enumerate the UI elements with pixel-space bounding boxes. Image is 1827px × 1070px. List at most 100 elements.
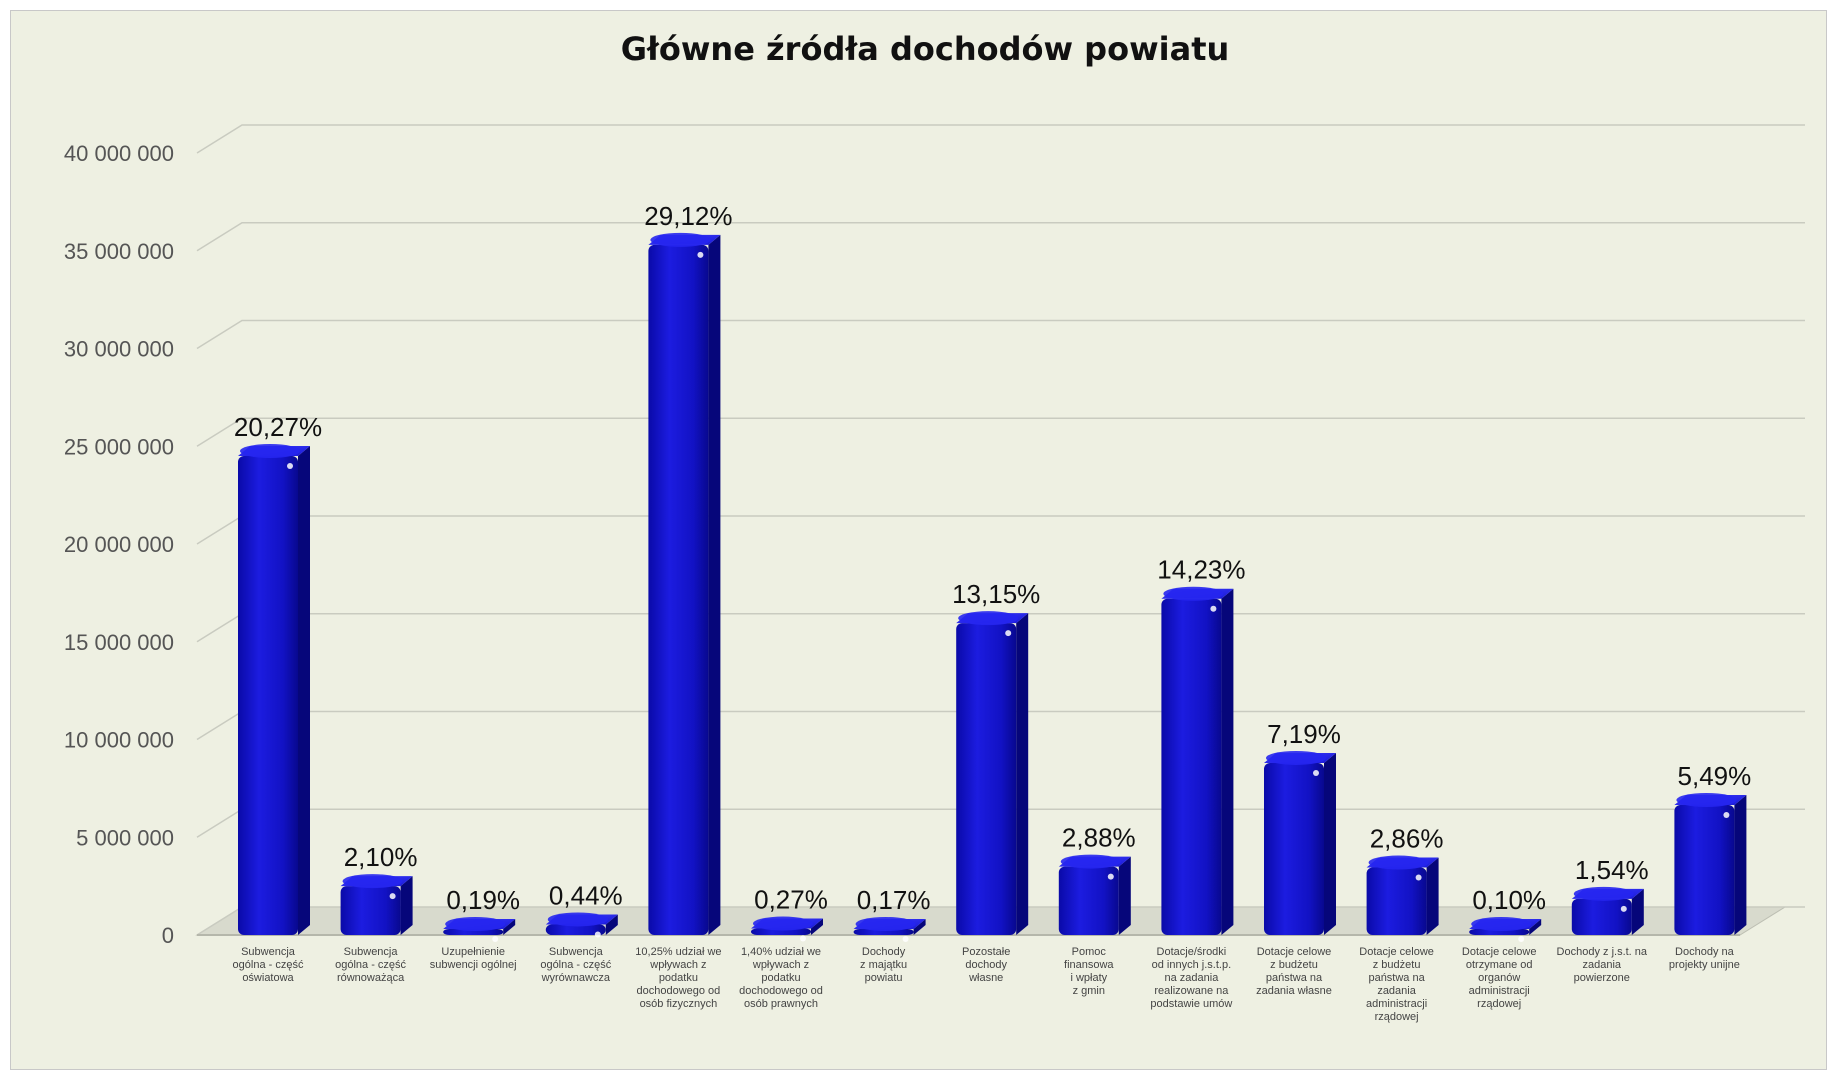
bar — [238, 444, 310, 935]
bar-front — [853, 929, 914, 935]
data-label: 0,10% — [1472, 885, 1546, 915]
data-label: 0,19% — [446, 885, 520, 915]
data-label: 7,19% — [1267, 719, 1341, 749]
bar — [1264, 750, 1336, 935]
bar-highlight — [389, 893, 396, 900]
category-label: Dotacje/środki od innych j.s.t.p. na zadan… — [1150, 946, 1232, 1010]
bar-cap — [342, 874, 403, 889]
bar — [1571, 886, 1644, 935]
data-label: 0,44% — [549, 880, 623, 910]
y-tick-label: 30 000 000 — [64, 337, 174, 362]
data-label: 13,15% — [952, 579, 1040, 609]
y-tick-label: 25 000 000 — [64, 434, 174, 459]
bar-front — [1571, 898, 1632, 935]
bar-side — [1221, 588, 1234, 935]
bar — [340, 874, 413, 935]
bar-side — [400, 876, 413, 935]
data-label: 0,17% — [857, 885, 931, 915]
bar — [648, 232, 721, 935]
bar-cap — [650, 232, 711, 247]
bar-side — [1016, 613, 1029, 935]
bar-cap — [753, 916, 813, 931]
bar-highlight — [800, 935, 806, 942]
bar-front — [1674, 804, 1735, 935]
bar-front — [956, 623, 1017, 935]
bar-highlight — [902, 936, 909, 942]
y-tick-label: 10 000 000 — [64, 728, 174, 753]
bar-cap — [1060, 854, 1121, 869]
data-label: 2,88% — [1062, 823, 1136, 853]
bar-cap — [1368, 855, 1429, 870]
bar — [1469, 917, 1542, 942]
bar-highlight — [1723, 811, 1730, 818]
category-label: Dochody z majątku powiatu — [860, 946, 907, 984]
bar-cap — [1266, 750, 1326, 765]
bar — [956, 611, 1029, 935]
bar-front — [1366, 867, 1427, 935]
bar-side — [1529, 919, 1542, 935]
category-label: Subwencja ogólna - część wyrównawcza — [540, 946, 611, 984]
bar-highlight — [1620, 905, 1627, 912]
gridline — [196, 319, 1805, 350]
bar — [853, 917, 926, 942]
bar-side — [1734, 794, 1747, 935]
y-tick-label: 15 000 000 — [64, 630, 174, 655]
bar-highlight — [1313, 769, 1319, 776]
bar-front — [1058, 866, 1119, 935]
y-tick-label: 20 000 000 — [64, 532, 174, 557]
category-label: Pozostałe dochody własne — [962, 946, 1010, 984]
category-label: Uzupełnienie subwencji ogólnej — [430, 946, 517, 971]
bar-cap — [1163, 586, 1224, 601]
bar-side — [708, 234, 721, 935]
gridline — [196, 515, 1805, 545]
bar-front — [1264, 762, 1324, 935]
gridline — [196, 222, 1805, 252]
bar-cap — [1676, 792, 1737, 807]
bar-front — [545, 924, 606, 935]
y-tick-label: 40 000 000 — [64, 141, 174, 166]
bar-cap — [445, 917, 506, 931]
category-label: Dotacje celowe z budżetu państwa na zadania… — [1256, 946, 1332, 997]
bar-cap — [958, 611, 1019, 626]
bar — [443, 917, 516, 942]
bar-front — [648, 244, 709, 935]
chart-title: Główne źródła dochodów powiatu — [620, 30, 1230, 68]
bar-front — [1469, 929, 1530, 935]
y-tick-label: 35 000 000 — [64, 239, 174, 264]
data-label: 0,27% — [754, 885, 828, 915]
bar-front — [751, 928, 811, 935]
bar-front — [443, 929, 504, 935]
bar-front — [238, 456, 298, 935]
data-label: 20,27% — [234, 412, 322, 442]
category-label: Dochody z j.s.t. na zadania powierzone — [1557, 946, 1648, 984]
category-label: Dochody na projekty unijne — [1669, 946, 1740, 971]
bar-cap — [547, 912, 608, 927]
data-label: 29,12% — [644, 201, 732, 231]
bar-side — [1118, 856, 1131, 935]
category-label: Dotacje celowe z budżetu państwa na zadania… — [1359, 946, 1434, 1023]
bar-highlight — [1518, 936, 1525, 942]
bar-side — [1426, 857, 1439, 935]
category-label: Dotacje celowe otrzymane od organów adminis… — [1462, 946, 1537, 1010]
bar-side — [503, 919, 516, 935]
gridline — [196, 417, 1805, 447]
bar-cap — [240, 444, 300, 459]
bar-cap — [1471, 917, 1532, 931]
bar-highlight — [1210, 605, 1217, 612]
category-label: Pomoc finansowa i wpłaty z gmin — [1064, 946, 1114, 997]
bar — [1366, 855, 1439, 935]
y-tick-label: 5 000 000 — [76, 825, 174, 850]
bar-front — [1161, 598, 1222, 935]
bar-highlight — [1415, 874, 1422, 881]
data-label: 2,86% — [1370, 824, 1444, 854]
chart-area — [10, 10, 1827, 1070]
bar-side — [1324, 752, 1336, 935]
category-label: 1,40% udział we wpływach z podatku dochodow… — [739, 946, 823, 1010]
bar-side — [913, 919, 926, 935]
bar-side — [605, 914, 618, 935]
bar-side — [298, 446, 310, 935]
data-label: 1,54% — [1575, 855, 1649, 885]
bar-front — [340, 886, 401, 935]
bar — [751, 916, 823, 942]
